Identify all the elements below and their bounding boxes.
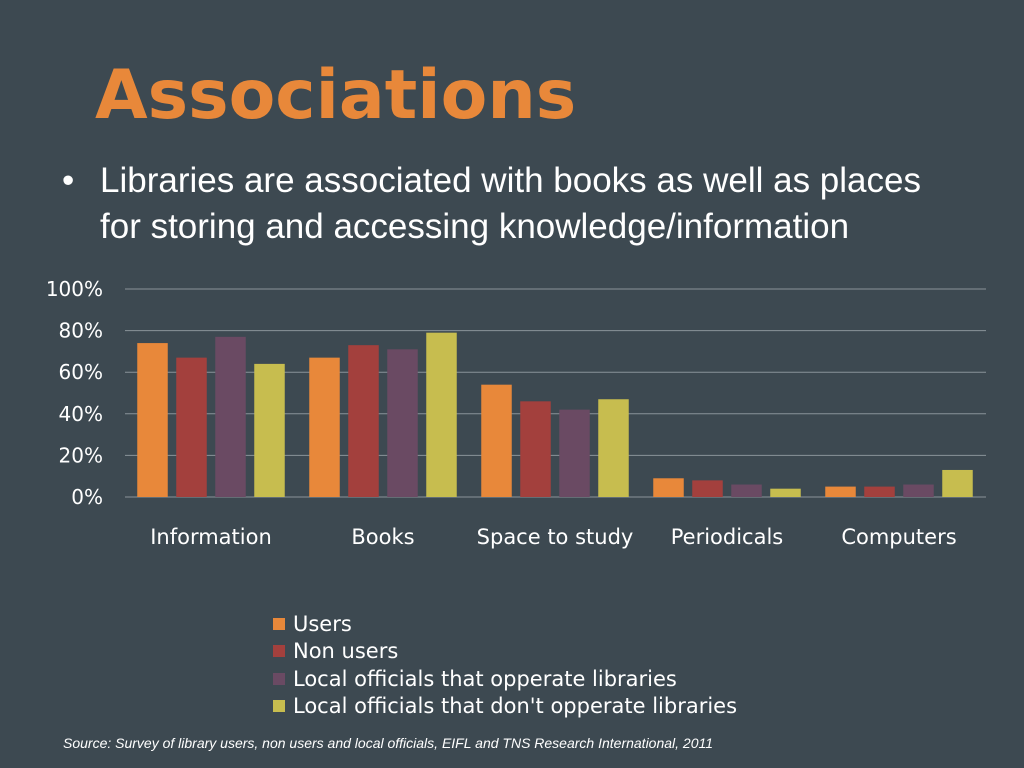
- x-category-label: Periodicals: [671, 525, 784, 549]
- bar: [254, 363, 285, 497]
- y-tick-label: 20%: [59, 443, 103, 467]
- legend-swatch: [273, 672, 285, 685]
- bullet-text: Libraries are associated with books as w…: [100, 161, 921, 246]
- bar: [559, 409, 590, 497]
- bar: [481, 384, 512, 497]
- legend-label: Non users: [293, 639, 399, 664]
- x-category-label: Information: [150, 525, 272, 549]
- slide-title: Associations: [95, 56, 577, 135]
- bar: [215, 336, 246, 497]
- legend-label: Local officials that don't opperate libr…: [293, 694, 738, 719]
- legend-item: Users: [273, 610, 737, 638]
- y-tick-label: 100%: [46, 277, 103, 301]
- bar: [692, 480, 723, 497]
- bar: [942, 469, 973, 497]
- x-category-label: Computers: [841, 525, 956, 549]
- bar: [903, 484, 934, 497]
- chart-legend: Users Non users Local officials that opper…: [273, 610, 737, 720]
- bar: [598, 399, 629, 497]
- bar: [309, 357, 340, 497]
- bar: [825, 486, 856, 497]
- legend-swatch: [273, 617, 285, 630]
- bar: [653, 478, 684, 497]
- legend-item: Local officials that don't opperate libr…: [273, 693, 737, 721]
- bar: [770, 488, 801, 497]
- legend-swatch: [273, 645, 285, 658]
- x-category-label: Books: [351, 525, 414, 549]
- legend-item: Non users: [273, 638, 737, 666]
- bar: [176, 357, 207, 497]
- x-category-label: Space to study: [477, 525, 634, 549]
- bar: [426, 332, 457, 497]
- legend-swatch: [273, 700, 285, 713]
- bar: [864, 486, 895, 497]
- legend-item: Local officials that opperate libraries: [273, 665, 737, 693]
- legend-label: Local officials that opperate libraries: [293, 666, 677, 691]
- bar: [520, 401, 551, 497]
- y-tick-label: 80%: [59, 319, 103, 343]
- bar: [348, 345, 379, 497]
- source-note: Source: Survey of library users, non use…: [63, 735, 714, 751]
- legend-label: Users: [293, 611, 352, 636]
- y-tick-label: 0%: [71, 485, 103, 509]
- y-tick-label: 40%: [59, 402, 103, 426]
- bar: [137, 343, 168, 497]
- y-tick-label: 60%: [59, 360, 103, 384]
- bullet-dot-icon: •: [62, 161, 75, 200]
- bar: [731, 484, 762, 497]
- bar: [387, 349, 418, 497]
